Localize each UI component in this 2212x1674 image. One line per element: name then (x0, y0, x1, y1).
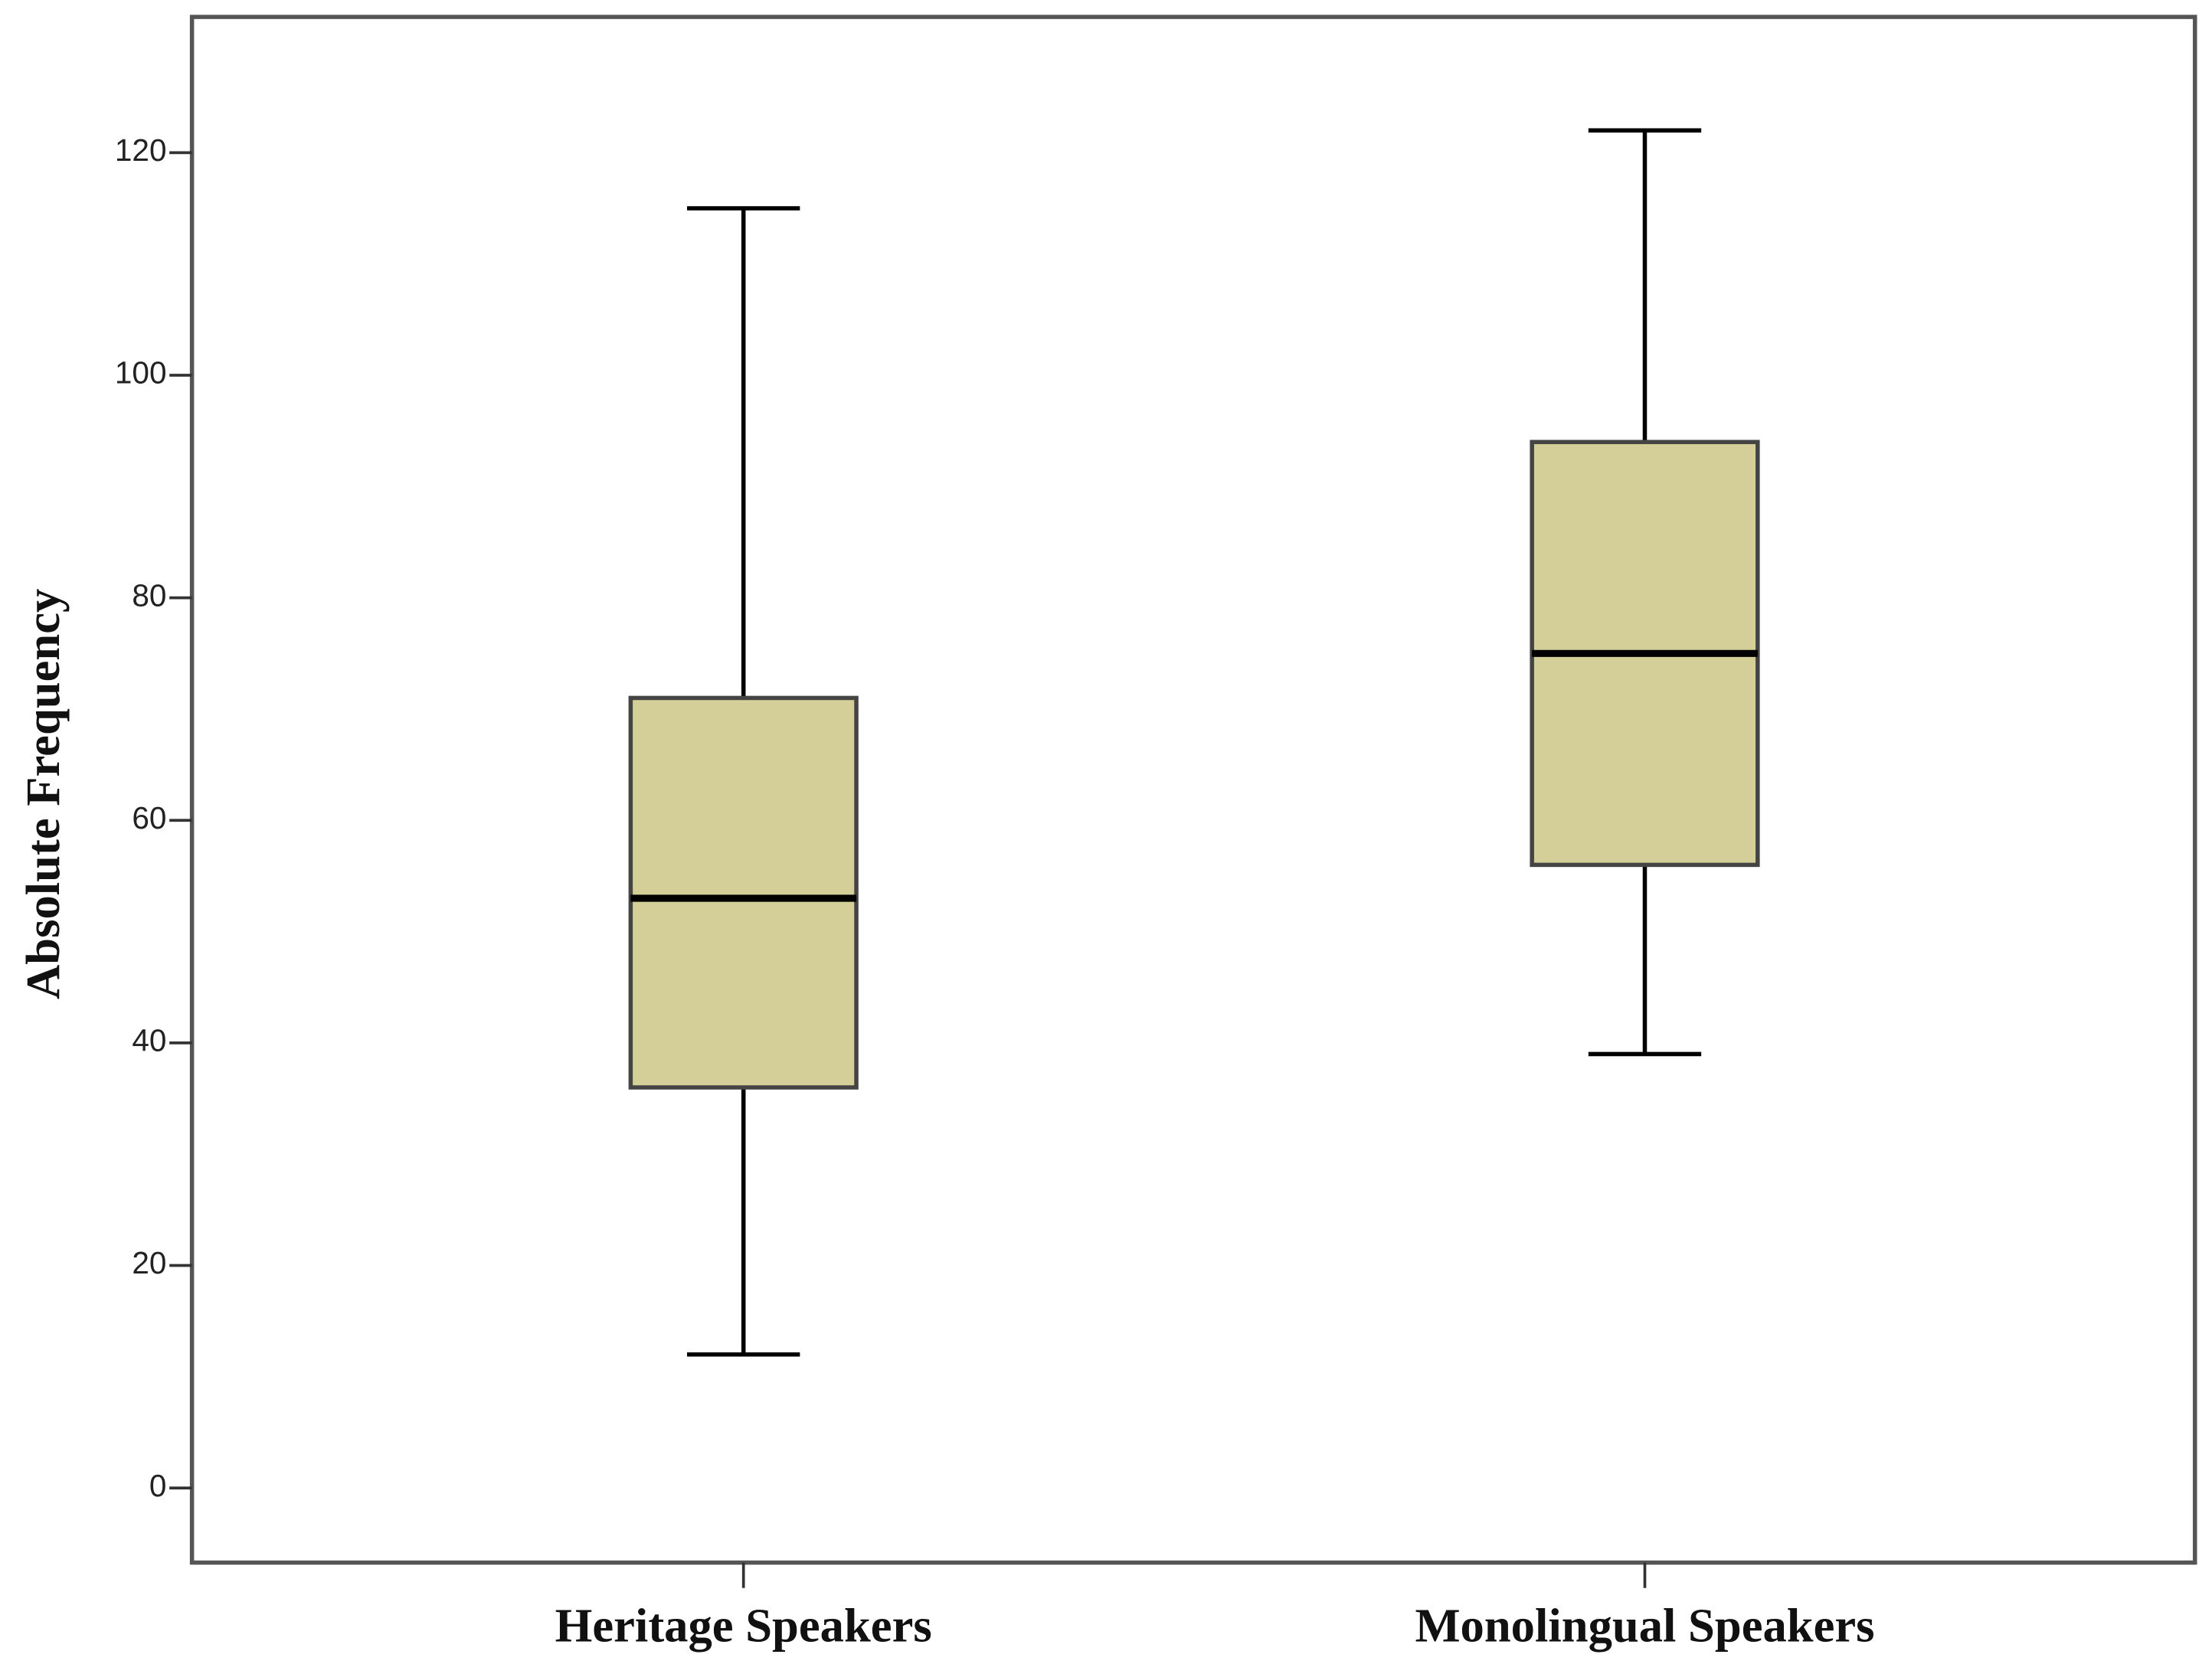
x-tick-label: Heritage Speakers (555, 1598, 932, 1652)
x-tick-label: Monolingual Speakers (1415, 1598, 1874, 1652)
y-tick-label: 60 (132, 800, 166, 835)
y-tick-label: 120 (115, 132, 167, 168)
y-tick-label: 40 (132, 1023, 166, 1058)
y-tick-label: 0 (149, 1468, 167, 1503)
plot-frame (189, 15, 2197, 1565)
y-tick-label: 20 (132, 1245, 166, 1280)
y-tick-label: 100 (115, 355, 167, 391)
y-tick-label: 80 (132, 577, 166, 613)
y-axis-label: Absolute Frequency (16, 589, 70, 999)
box (628, 695, 859, 1090)
